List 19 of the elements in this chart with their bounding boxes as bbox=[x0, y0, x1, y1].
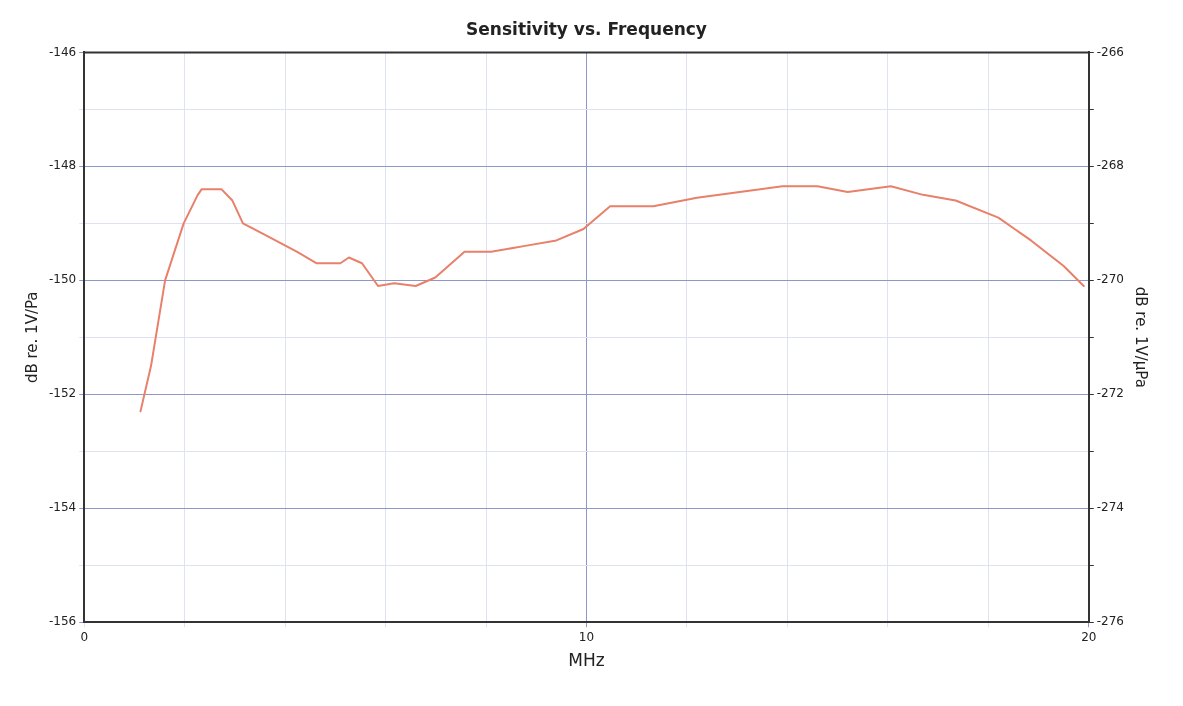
x-tick-label: 0 bbox=[80, 629, 89, 644]
y-tick-label: -150 bbox=[49, 272, 77, 287]
x-axis-title: MHz bbox=[568, 650, 605, 671]
y2-tick-label: -274 bbox=[1096, 500, 1124, 515]
y-tick-label: -146 bbox=[49, 44, 77, 59]
y-tick-label: -152 bbox=[49, 386, 77, 401]
x-tick-label: 20 bbox=[1081, 629, 1097, 644]
x-tick-label: 10 bbox=[578, 629, 595, 644]
y2-tick-label: -272 bbox=[1096, 386, 1124, 401]
y2-tick-label: -268 bbox=[1096, 158, 1124, 173]
chart-title: Sensitivity vs. Frequency bbox=[466, 18, 707, 39]
y2-tick-label: -276 bbox=[1096, 614, 1124, 629]
y-tick-label: -148 bbox=[49, 158, 77, 173]
y2-tick-label: -270 bbox=[1096, 272, 1124, 287]
y2-tick-label: -266 bbox=[1096, 44, 1124, 59]
y-tick-label: -156 bbox=[49, 614, 77, 629]
y-tick-label: -154 bbox=[49, 500, 77, 515]
y-axis-title: dB re. 1V/Pa bbox=[22, 291, 41, 384]
y2-axis-title: dB re. 1V/μPa bbox=[1132, 286, 1151, 388]
